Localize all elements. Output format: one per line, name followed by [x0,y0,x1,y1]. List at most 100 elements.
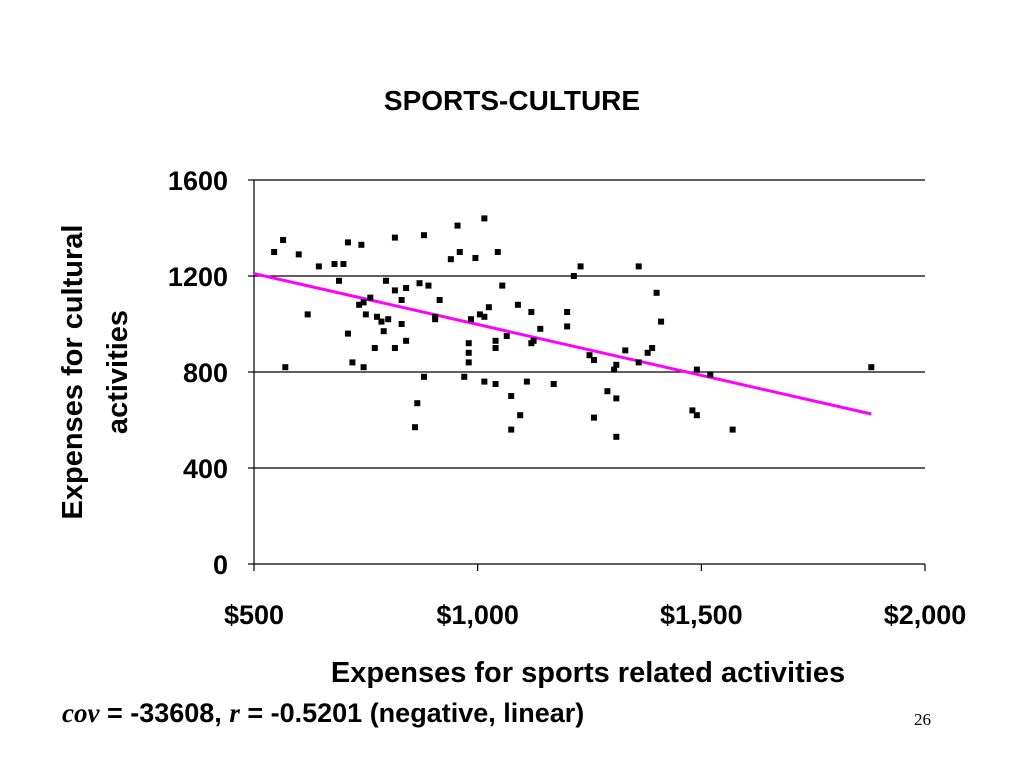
data-point [425,282,432,289]
data-point [391,234,398,241]
data-point [374,313,381,320]
x-axis-label: Expenses for sports related activities [331,657,845,689]
data-point [508,393,515,399]
data-point [412,424,419,431]
data-point [465,349,472,356]
data-point [635,263,642,270]
data-point [635,359,642,366]
data-point [344,239,351,246]
data-point [693,366,700,373]
data-point [391,345,398,351]
trendline [253,272,872,416]
data-point [360,299,367,306]
data-point [340,261,347,267]
data-point [514,301,521,308]
axes [248,179,926,571]
y-tick-label-1600: 1600 [168,166,228,196]
data-point [465,359,472,366]
data-point [476,311,483,318]
data-point [315,263,322,270]
data-point [658,318,665,325]
x-tick-label-500: $500 [224,600,284,630]
data-point [414,400,421,407]
data-point [335,277,342,284]
page-number: 26 [914,710,931,729]
data-point [481,215,488,222]
data-point [331,261,338,267]
y-axis-label-line1: Expenses for cultural [57,225,89,520]
data-point [508,426,515,433]
data-point [295,251,302,258]
data-point [611,366,618,373]
data-point [537,325,544,332]
data-point [432,316,439,323]
trendline-layer [253,272,872,416]
data-point [403,337,410,344]
data-point [367,294,374,301]
data-point [590,357,597,363]
data-point [528,309,535,315]
r-value: = -0.5201 (negative, linear) [239,698,585,728]
data-point [398,321,405,327]
data-point [644,349,651,356]
data-point [465,340,472,347]
data-point [461,373,468,380]
data-point [481,378,488,385]
data-point [472,255,479,261]
data-point [454,222,461,229]
data-point [485,304,492,311]
data-point [349,359,356,366]
data-point [416,280,423,287]
data-point [382,277,389,284]
data-point [707,371,714,378]
data-point [344,330,351,337]
data-point [492,345,499,351]
data-point [467,316,474,323]
x-tick-label-1000: $1,000 [436,600,519,630]
data-point [391,287,398,294]
data-point [481,313,488,320]
data-point [693,412,700,419]
data-point [436,297,443,303]
data-point [530,337,537,344]
data-point [649,345,656,351]
data-point [550,381,557,387]
chart-title: SPORTS-CULTURE [384,85,640,116]
data-point [523,378,530,385]
data-point [729,426,736,433]
y-tick-label-400: 400 [183,454,228,484]
correlation-stats: cov = -33608, r = -0.5201 (negative, lin… [62,698,584,729]
data-point [613,361,620,368]
y-tick-label-1200: 1200 [168,262,228,292]
data-point [380,328,387,335]
cov-value: = -33608, [99,698,230,728]
data-point [280,237,287,243]
data-point [604,388,611,395]
cov-symbol: cov [62,698,100,728]
data-point [499,282,506,289]
data-point [622,347,629,354]
x-tick-label-1500: $1,500 [660,600,743,630]
data-point [378,318,385,325]
data-point [456,249,463,255]
data-point [494,249,501,255]
data-point [613,433,620,440]
data-point [271,249,278,255]
data-point [564,323,571,330]
y-tick-label-800: 800 [183,358,228,388]
data-point [503,333,510,339]
data-points [271,215,875,440]
data-point [358,241,365,248]
x-tick-label-2000: $2,000 [884,600,967,630]
r-symbol: r [229,698,240,728]
tick-labels: 0 400 800 1200 1600 $500 $1,000 $1,500 $2,000 [168,166,966,630]
data-point [403,285,410,291]
data-point [360,364,367,371]
data-point [689,407,696,414]
data-point [385,316,392,323]
data-point [420,232,427,239]
data-point [653,289,660,296]
data-point [613,395,620,402]
data-point [362,311,369,318]
